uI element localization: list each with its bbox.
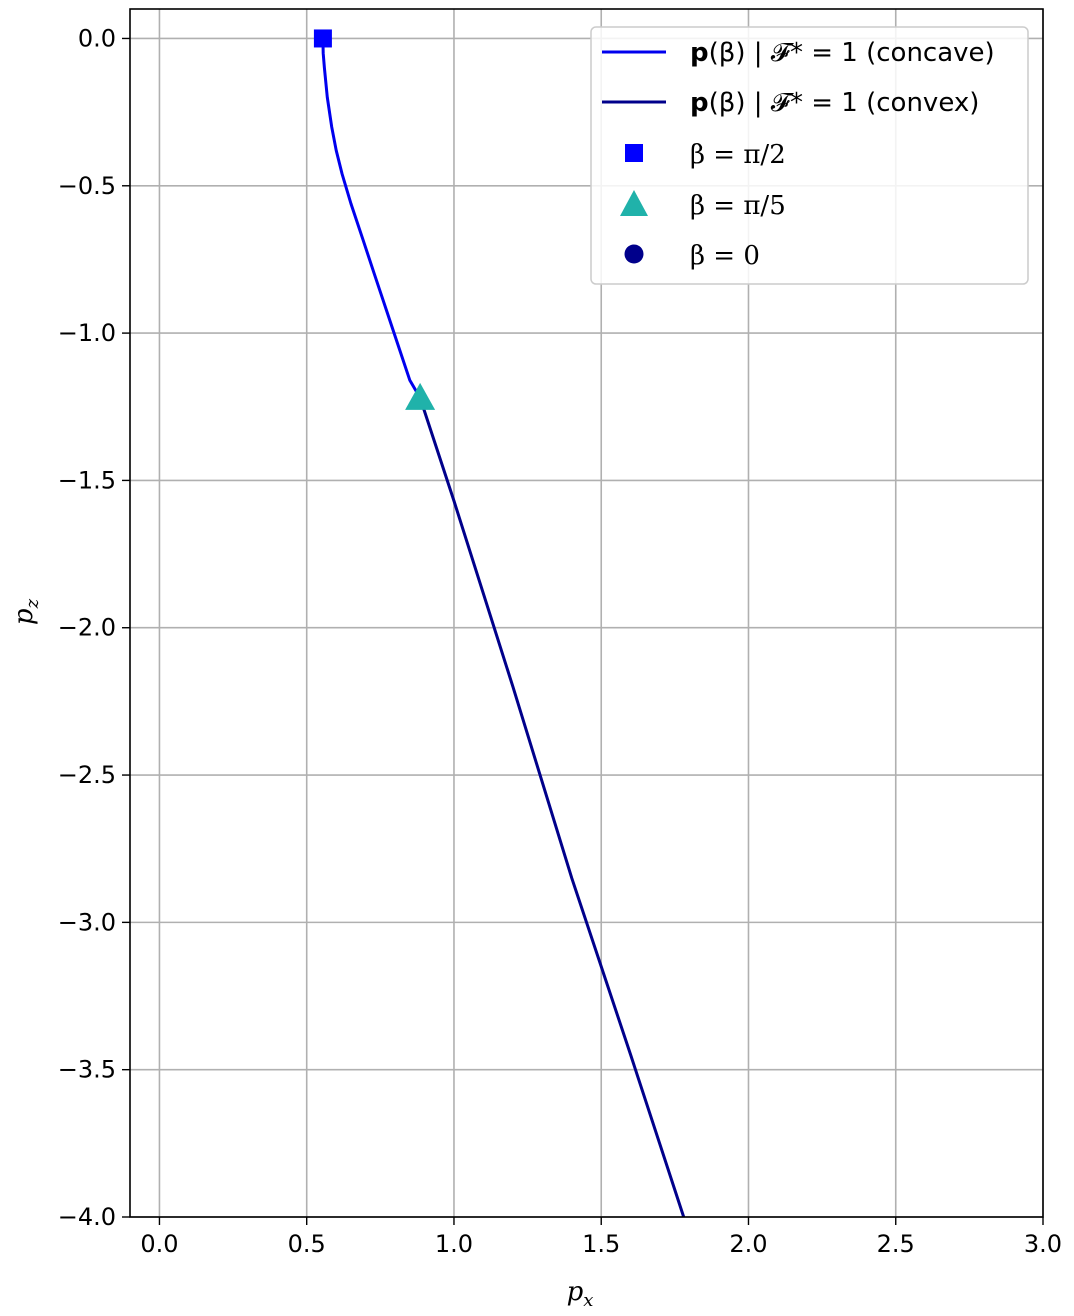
y-tick-label: −2.0 [58, 614, 116, 642]
x-axis-label: px [567, 1277, 594, 1311]
legend-label-concave: p(β) | 𝓕* = 1 (concave) [690, 38, 995, 68]
series-line-1 [418, 397, 686, 1218]
marker-triangle [405, 382, 436, 410]
plot-frame [129, 8, 1044, 1218]
legend-box [590, 26, 1029, 285]
y-tick-label: −2.5 [58, 761, 116, 789]
legend-label-convex: p(β) | 𝓕* = 1 (convex) [690, 88, 979, 118]
x-tick-label: 2.5 [877, 1230, 915, 1258]
y-tick-label: −1.5 [58, 466, 116, 494]
series-layer [321, 38, 686, 1218]
legend-label-beta-0: β = 0 [690, 241, 760, 271]
x-tick-label: 2.0 [729, 1230, 767, 1258]
x-tick-label: 0.0 [140, 1230, 178, 1258]
y-tick-label: −3.5 [58, 1056, 116, 1084]
marker-square [313, 29, 332, 48]
legend-circle-marker [624, 244, 644, 264]
legend-square-marker [625, 144, 643, 162]
y-tick-label: 0.0 [78, 24, 116, 52]
legend: p(β) | 𝓕* = 1 (concave) p(β) | 𝓕* = 1 (c… [590, 26, 1029, 285]
x-tick-label: 1.0 [435, 1230, 473, 1258]
y-tick-label: −1.0 [58, 319, 116, 347]
x-tick-label: 3.0 [1024, 1230, 1062, 1258]
y-tick-label: −0.5 [58, 172, 116, 200]
marker-layer [313, 29, 436, 410]
legend-label-beta-pi-5: β = π/5 [690, 191, 786, 221]
y-axis-label: pz [9, 598, 43, 625]
ticks: 0.0 0.5 1.0 1.5 2.0 2.5 3.0 0.0 −0.5 −1.0 −1.5 −2.0… [58, 24, 1062, 1258]
series-line-0 [321, 38, 422, 399]
legend-triangle-marker [620, 190, 648, 216]
x-tick-label: 0.5 [288, 1230, 326, 1258]
x-tick-label: 1.5 [582, 1230, 620, 1258]
legend-label-beta-pi-2: β = π/2 [690, 140, 786, 170]
y-tick-label: −4.0 [58, 1203, 116, 1231]
y-tick-label: −3.0 [58, 908, 116, 936]
